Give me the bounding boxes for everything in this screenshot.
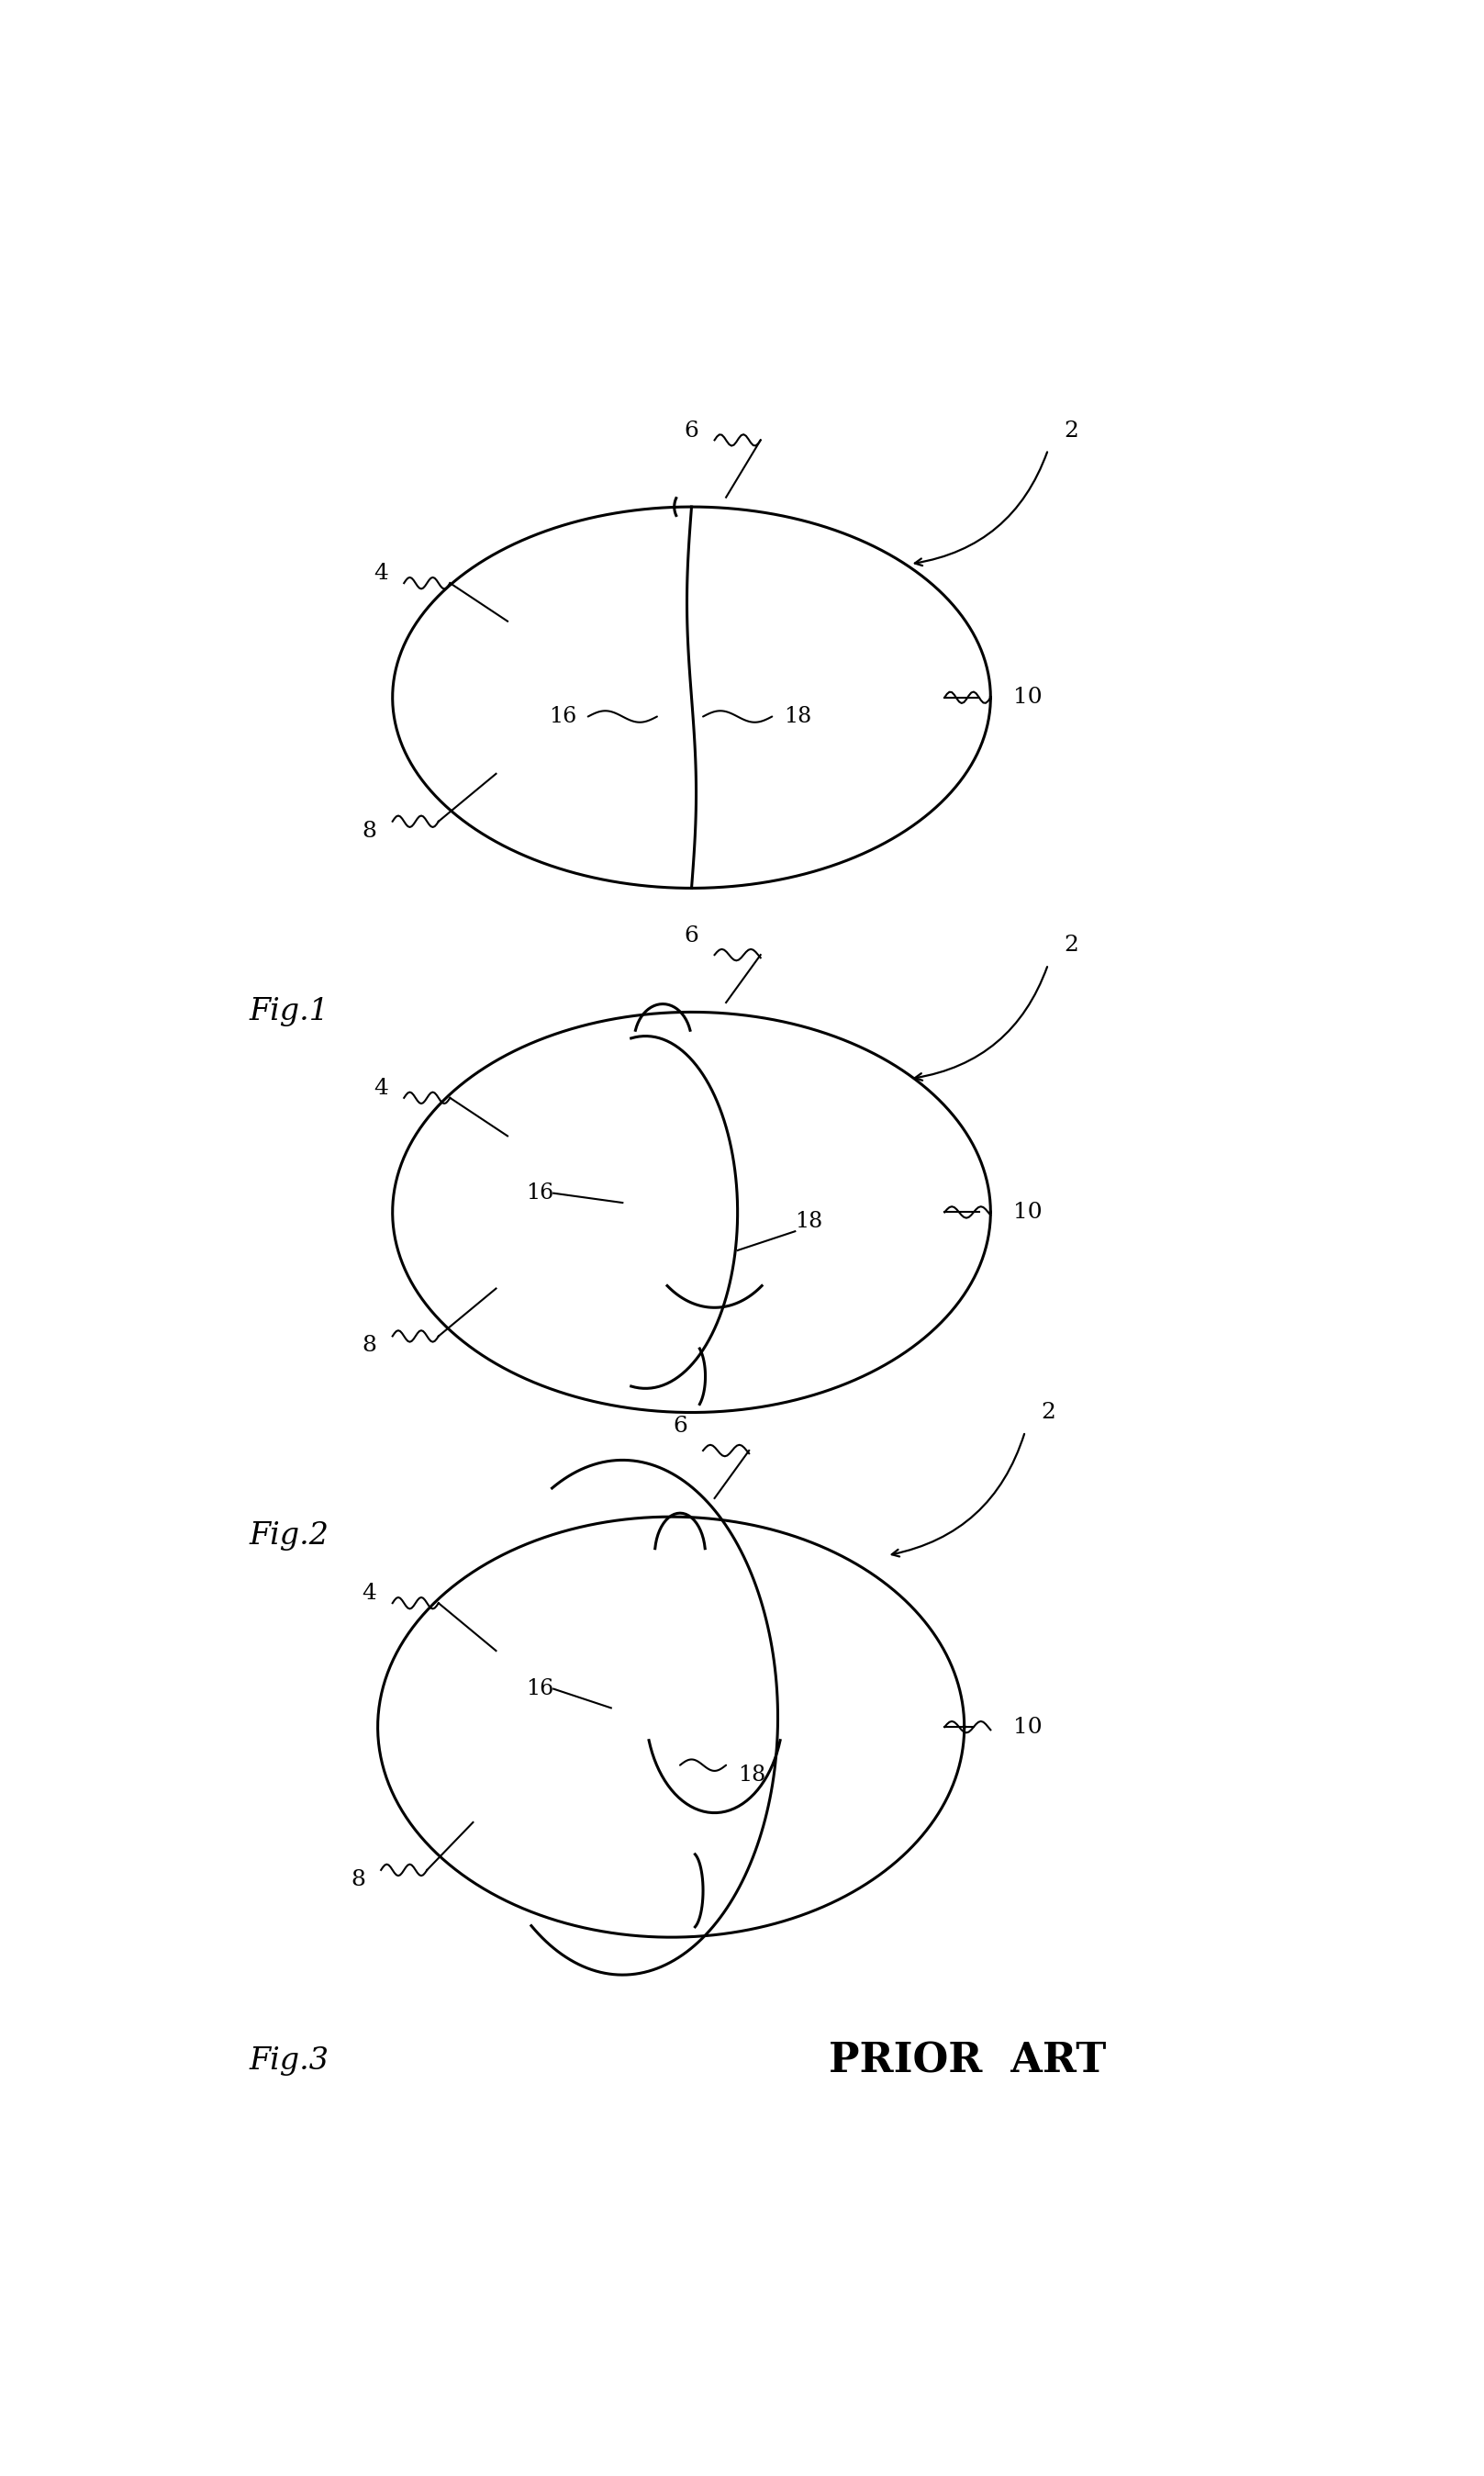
Text: 16: 16 xyxy=(525,1679,554,1699)
Text: 8: 8 xyxy=(362,1335,377,1357)
Text: 4: 4 xyxy=(374,1077,389,1099)
Text: 8: 8 xyxy=(362,820,377,842)
Text: 8: 8 xyxy=(350,1869,365,1889)
Text: Fig.3: Fig.3 xyxy=(249,2045,328,2075)
Text: 16: 16 xyxy=(525,1184,554,1203)
Text: Fig.1: Fig.1 xyxy=(249,998,328,1028)
Text: 10: 10 xyxy=(1014,1716,1043,1738)
Text: 4: 4 xyxy=(374,562,389,584)
Text: 18: 18 xyxy=(795,1211,822,1233)
Text: 10: 10 xyxy=(1014,686,1043,708)
Text: PRIOR  ART: PRIOR ART xyxy=(830,2040,1106,2080)
Text: Fig.2: Fig.2 xyxy=(249,1523,328,1550)
Text: 18: 18 xyxy=(738,1763,766,1785)
Text: 2: 2 xyxy=(1064,421,1079,441)
Text: 6: 6 xyxy=(684,421,699,441)
Text: 2: 2 xyxy=(1040,1401,1055,1424)
Text: 18: 18 xyxy=(784,706,812,728)
Text: 2: 2 xyxy=(1064,936,1079,956)
Text: 6: 6 xyxy=(672,1416,687,1436)
Text: 4: 4 xyxy=(362,1582,377,1604)
Text: 16: 16 xyxy=(549,706,576,728)
Text: 10: 10 xyxy=(1014,1201,1043,1223)
Text: 6: 6 xyxy=(684,926,699,946)
